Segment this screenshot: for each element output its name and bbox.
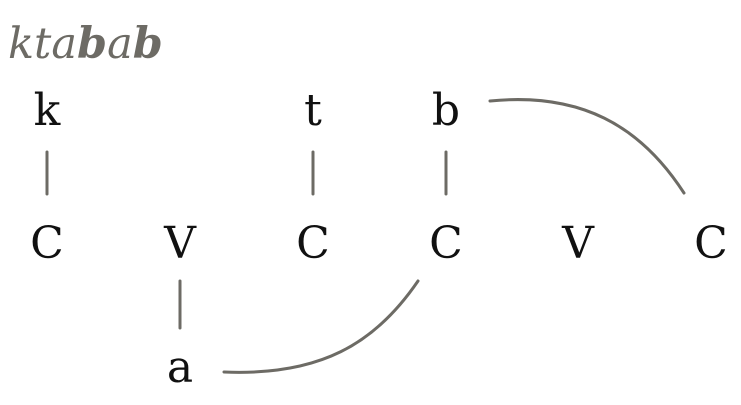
word-segment-b2: b	[133, 19, 163, 69]
word-segment-a: a	[107, 19, 133, 69]
word-gloss: ktabab	[8, 19, 163, 69]
spreading-line-b	[488, 98, 686, 195]
skeleton-slot-3: C	[296, 218, 330, 269]
melody-t: t	[304, 85, 322, 136]
skeleton-slot-5: V	[561, 218, 595, 269]
spreading-line-a	[222, 279, 420, 374]
skeleton-slot-4: C	[429, 218, 463, 269]
word-segment-kta: kta	[8, 19, 77, 69]
skeleton-slot-1: C	[30, 218, 64, 269]
melody-b: b	[432, 85, 460, 136]
skeleton-slot-2: V	[163, 218, 197, 269]
skeleton-slot-6: C	[694, 218, 728, 269]
melody-k: k	[34, 85, 61, 136]
melody-a: a	[167, 342, 193, 393]
word-segment-b1: b	[77, 19, 107, 69]
